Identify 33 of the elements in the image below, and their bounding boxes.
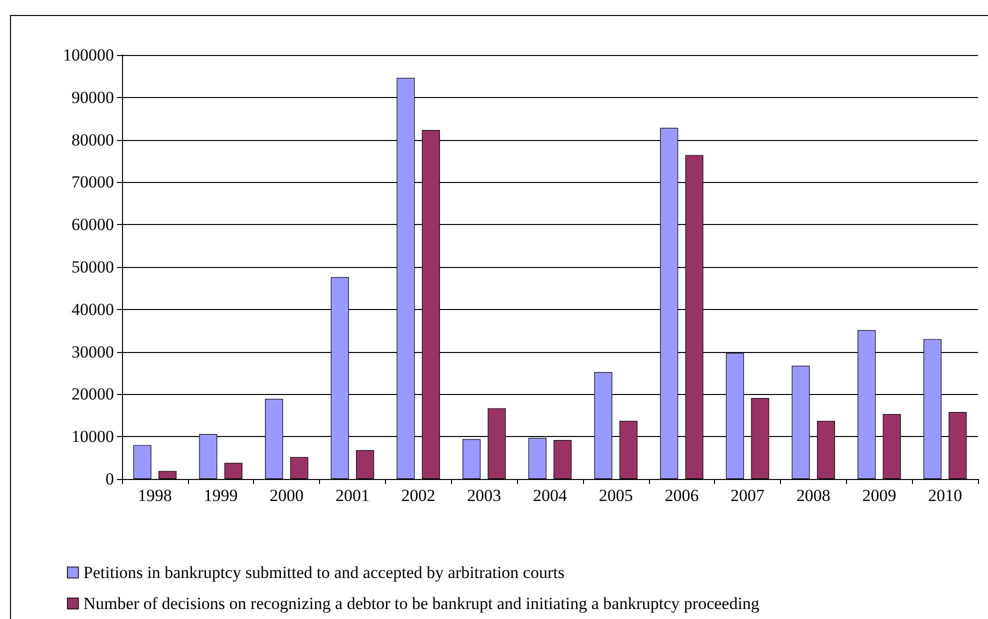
x-tick-label: 2010 bbox=[928, 486, 962, 505]
x-tick-label: 2004 bbox=[533, 486, 568, 505]
bar bbox=[462, 439, 481, 479]
y-tick-label: 60000 bbox=[72, 215, 114, 234]
bar bbox=[224, 462, 242, 479]
y-tick-label: 100000 bbox=[63, 46, 114, 64]
y-tick-label: 20000 bbox=[72, 384, 114, 404]
x-tick-label: 2009 bbox=[862, 486, 896, 505]
y-tick-label: 30000 bbox=[72, 342, 114, 362]
x-tick-label: 1998 bbox=[138, 486, 172, 505]
x-tick-label: 1999 bbox=[204, 486, 238, 505]
bar bbox=[356, 450, 374, 479]
y-tick-label: 70000 bbox=[72, 172, 114, 192]
x-tick-label: 2008 bbox=[796, 486, 830, 505]
legend-label: Petitions in bankruptcy submitted to and accepted by arbitration courts bbox=[83, 563, 564, 582]
y-tick-label: 40000 bbox=[72, 300, 114, 319]
y-tick-label: 90000 bbox=[72, 88, 114, 107]
bar bbox=[158, 470, 177, 479]
x-tick-label: 2005 bbox=[598, 486, 633, 505]
x-tick-label: 2003 bbox=[467, 486, 502, 505]
x-tick-label: 2001 bbox=[335, 486, 370, 505]
y-tick-label: 0 bbox=[106, 470, 114, 488]
x-tick-label: 2006 bbox=[664, 486, 699, 505]
y-tick-label: 10000 bbox=[72, 427, 114, 446]
legend-label: Number of decisions on recognizing a debtor to be bankrupt and initiating a bankruptcy proceeding bbox=[83, 594, 760, 613]
y-tick-label: 50000 bbox=[72, 258, 114, 276]
bar bbox=[290, 456, 308, 479]
x-tick-label: 2000 bbox=[270, 486, 304, 505]
x-tick-label: 2002 bbox=[401, 486, 436, 505]
x-tick-label: 2007 bbox=[730, 486, 766, 505]
bar bbox=[554, 440, 572, 479]
y-tick-label: 80000 bbox=[72, 130, 114, 150]
bar bbox=[133, 445, 152, 479]
